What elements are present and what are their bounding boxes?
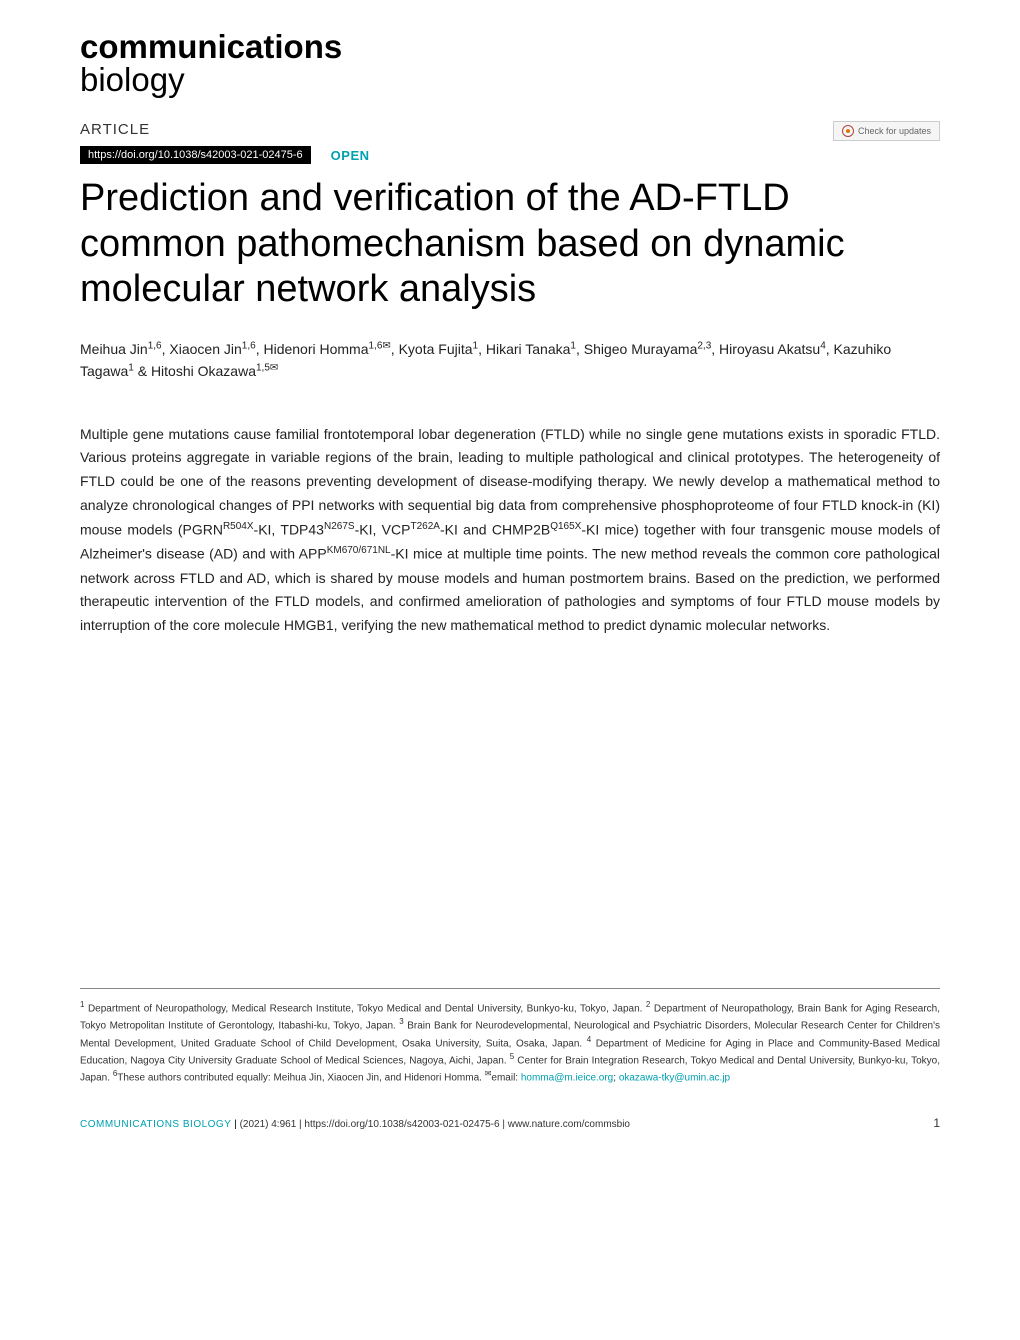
article-label: ARTICLE [80, 121, 150, 138]
doi-row: https://doi.org/10.1038/s42003-021-02475… [80, 146, 940, 164]
footer-page-number: 1 [933, 1116, 940, 1130]
journal-subtitle: biology [80, 63, 940, 96]
article-title: Prediction and verification of the AD-FT… [80, 176, 940, 313]
abstract-text: Multiple gene mutations cause familial f… [80, 423, 940, 638]
doi-link[interactable]: https://doi.org/10.1038/s42003-021-02475… [80, 146, 311, 164]
affiliations-section: 1 Department of Neuropathology, Medical … [80, 988, 940, 1086]
page-footer: COMMUNICATIONS BIOLOGY | (2021) 4:961 | … [80, 1116, 940, 1130]
journal-header: communications biology [80, 30, 940, 96]
check-updates-button[interactable]: Check for updates [833, 121, 940, 141]
article-header-row: ARTICLE Check for updates [80, 121, 940, 146]
authors-list: Meihua Jin1,6, Xiaocen Jin1,6, Hidenori … [80, 338, 940, 383]
affiliations-text: 1 Department of Neuropathology, Medical … [80, 999, 940, 1086]
footer-journal: COMMUNICATIONS BIOLOGY [80, 1119, 231, 1130]
footer-citation: (2021) 4:961 | https://doi.org/10.1038/s… [240, 1119, 630, 1130]
journal-name: communications [80, 30, 940, 63]
check-updates-icon [842, 125, 854, 137]
open-access-label: OPEN [331, 148, 370, 163]
check-updates-label: Check for updates [858, 126, 931, 136]
